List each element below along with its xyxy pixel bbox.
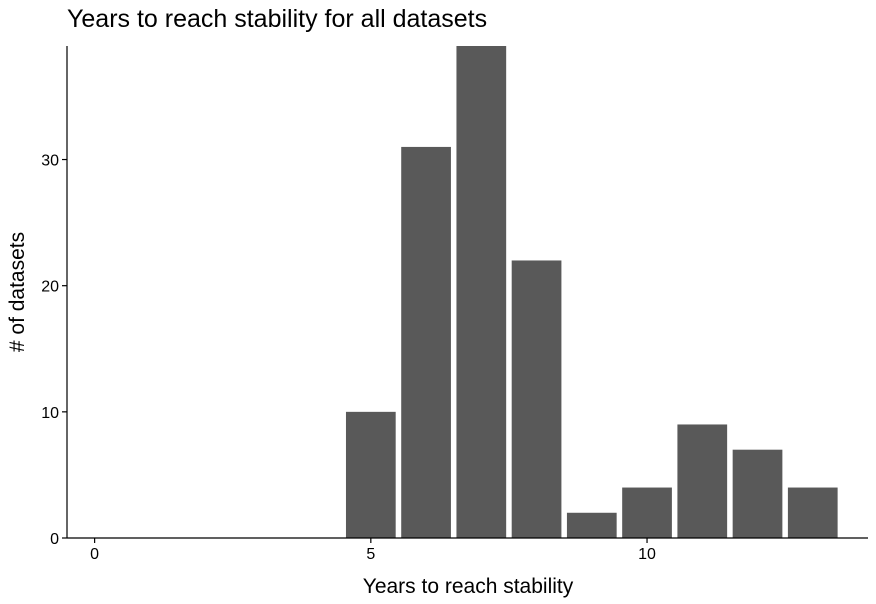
bar-8 (511, 260, 562, 538)
bar-10 (622, 487, 672, 538)
y-tick-label: 20 (41, 279, 59, 296)
bar-6 (401, 146, 451, 538)
bar-7 (456, 46, 507, 538)
bar-13 (787, 487, 838, 538)
x-tick-label: 10 (638, 546, 656, 563)
y-axis-title: # of datasets (6, 232, 29, 352)
x-tick-label: 0 (90, 546, 99, 563)
chart-title: Years to reach stability for all dataset… (67, 5, 487, 33)
bar-9 (566, 512, 617, 538)
bars-group (345, 46, 838, 538)
y-tick-label: 0 (50, 531, 59, 548)
x-tick-label: 5 (366, 546, 375, 563)
bar-12 (732, 449, 783, 538)
x-axis-title: Years to reach stability (363, 575, 574, 598)
y-tick-label: 30 (41, 153, 59, 170)
y-tick-label: 10 (41, 405, 59, 422)
y-axis-ticks: 0 10 20 30 (41, 153, 67, 548)
bar-11 (677, 424, 728, 538)
bar-5 (345, 411, 396, 538)
x-axis-ticks: 0 5 10 (90, 538, 656, 563)
